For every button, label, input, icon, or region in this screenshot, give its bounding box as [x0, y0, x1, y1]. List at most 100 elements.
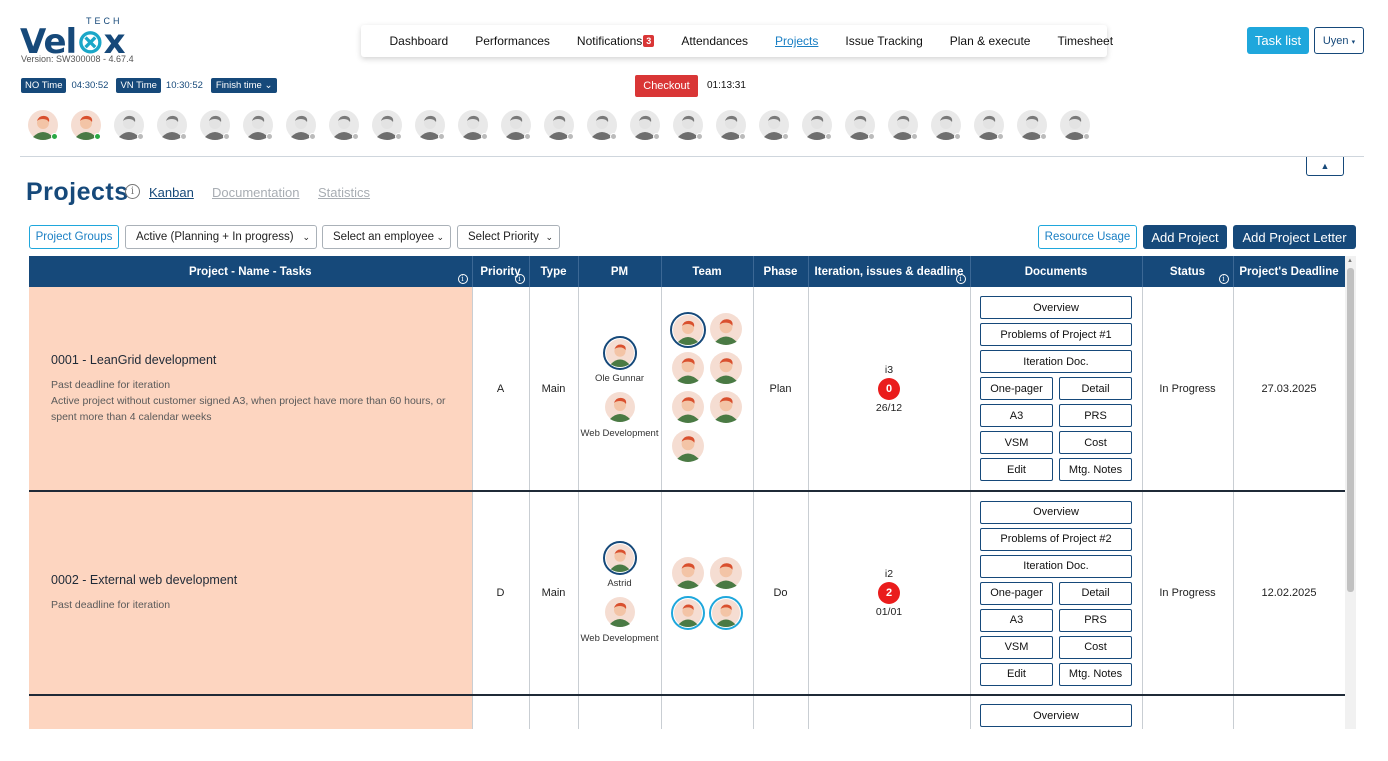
doc-a3-button[interactable]: A3	[980, 608, 1053, 632]
project-name-cell[interactable]: 0001 - LeanGrid development Past deadlin…	[29, 287, 473, 492]
table-row[interactable]: 0002 - External web development Past dea…	[29, 491, 1346, 696]
header-iteration[interactable]: Iteration, issues & deadline i	[808, 256, 971, 287]
scroll-up-icon[interactable]: ▲	[1347, 258, 1353, 264]
employee-avatar[interactable]	[501, 110, 544, 142]
team-member-avatar[interactable]	[672, 391, 704, 426]
checkout-button[interactable]: Checkout	[635, 75, 698, 97]
pm-avatar[interactable]	[602, 540, 637, 575]
tab-statistics[interactable]: Statistics	[318, 185, 371, 200]
nav-issue-tracking[interactable]: Issue Tracking	[845, 34, 923, 48]
header-project-name[interactable]: Project - Name - Tasks i	[29, 256, 473, 287]
team-member-avatar[interactable]	[671, 595, 705, 630]
employee-avatar[interactable]	[716, 110, 759, 142]
header-pm[interactable]: PM	[578, 256, 662, 287]
table-row[interactable]: 0001 - LeanGrid development Past deadlin…	[29, 287, 1346, 492]
issues-count-badge[interactable]: 2	[878, 582, 900, 604]
resource-usage-button[interactable]: Resource Usage	[1038, 225, 1137, 249]
team-member-avatar[interactable]	[709, 595, 743, 630]
employee-avatar[interactable]	[243, 110, 286, 142]
team-member-avatar[interactable]	[672, 556, 704, 592]
finish-time-dropdown[interactable]: Finish time ⌄	[210, 78, 278, 93]
employee-avatar[interactable]	[931, 110, 974, 142]
project-groups-button[interactable]: Project Groups	[29, 225, 119, 249]
info-icon[interactable]: i	[457, 274, 468, 284]
employee-avatar[interactable]	[802, 110, 845, 142]
doc-iteration-button[interactable]: Iteration Doc.	[980, 554, 1132, 578]
team-member-avatar[interactable]	[672, 430, 704, 465]
doc-one-pager-button[interactable]: One-pager	[980, 377, 1053, 400]
tab-kanban[interactable]: Kanban	[149, 185, 194, 200]
projects-table-container[interactable]: Project - Name - Tasks i Priority i Type P…	[29, 256, 1356, 729]
employee-avatar[interactable]	[329, 110, 372, 142]
team-member-avatar[interactable]	[710, 556, 742, 592]
issues-count-badge[interactable]: 0	[878, 377, 900, 400]
user-menu-button[interactable]: Uyen ▾	[1314, 27, 1364, 54]
nav-performances[interactable]: Performances	[475, 34, 550, 48]
add-project-button[interactable]: Add Project	[1143, 225, 1227, 249]
header-type[interactable]: Type	[529, 256, 579, 287]
doc-one-pager-button[interactable]: One-pager	[980, 581, 1053, 605]
doc-a3-button[interactable]: A3	[980, 404, 1053, 427]
doc-problems-button[interactable]: Problems of Project #1	[980, 323, 1132, 346]
employee-avatar[interactable]	[759, 110, 802, 142]
scrollbar-thumb[interactable]	[1347, 268, 1354, 592]
employee-filter-select[interactable]: Select an employee ⌄	[322, 225, 451, 249]
team-member-avatar[interactable]	[672, 352, 704, 387]
employee-avatar[interactable]	[1060, 110, 1103, 142]
doc-vsm-button[interactable]: VSM	[980, 431, 1053, 454]
doc-edit-button[interactable]: Edit	[980, 458, 1053, 481]
employee-avatar[interactable]	[415, 110, 458, 142]
team-member-avatar[interactable]	[710, 312, 742, 348]
employee-avatar[interactable]	[114, 110, 157, 142]
doc-detail-button[interactable]: Detail	[1059, 377, 1132, 400]
employee-avatar[interactable]	[673, 110, 716, 142]
employee-avatar[interactable]	[544, 110, 587, 142]
employee-avatar[interactable]	[974, 110, 1017, 142]
team-member-avatar[interactable]	[670, 312, 706, 348]
doc-overview-button[interactable]: Overview	[980, 500, 1132, 524]
employee-avatar[interactable]	[372, 110, 415, 142]
header-status[interactable]: Status i	[1142, 256, 1234, 287]
doc-prs-button[interactable]: PRS	[1059, 404, 1132, 427]
doc-prs-button[interactable]: PRS	[1059, 608, 1132, 632]
employee-avatar[interactable]	[200, 110, 243, 142]
employee-avatar[interactable]	[630, 110, 673, 142]
nav-dashboard[interactable]: Dashboard	[389, 34, 449, 48]
doc-mtg-notes-button[interactable]: Mtg. Notes	[1059, 458, 1132, 481]
project-name-cell[interactable]: 0002 - External web development Past dea…	[29, 491, 473, 696]
team-member-avatar[interactable]	[710, 391, 742, 426]
priority-filter-select[interactable]: Select Priority ⌄	[457, 225, 560, 249]
info-icon[interactable]: i	[514, 274, 525, 284]
employee-avatar[interactable]	[71, 110, 114, 142]
project-name-cell[interactable]	[29, 695, 473, 729]
employee-avatar[interactable]	[458, 110, 501, 142]
doc-overview-button[interactable]: Overview	[980, 704, 1132, 727]
project-title[interactable]: 0002 - External web development	[51, 573, 238, 587]
employee-avatar[interactable]	[1017, 110, 1060, 142]
project-title[interactable]: 0001 - LeanGrid development	[51, 352, 217, 367]
team-member-avatar[interactable]	[710, 352, 742, 387]
header-priority[interactable]: Priority i	[472, 256, 530, 287]
header-team[interactable]: Team	[661, 256, 754, 287]
nav-timesheet[interactable]: Timesheet	[1057, 34, 1114, 48]
doc-overview-button[interactable]: Overview	[980, 296, 1132, 319]
header-deadline[interactable]: Project's Deadline	[1233, 256, 1346, 287]
doc-problems-button[interactable]: Problems of Project #2	[980, 527, 1132, 551]
employee-avatar[interactable]	[845, 110, 888, 142]
velox-logo[interactable]: TECH Vel⊗x	[20, 14, 140, 64]
employee-avatar[interactable]	[286, 110, 329, 142]
doc-mtg-notes-button[interactable]: Mtg. Notes	[1059, 662, 1132, 686]
table-scrollbar[interactable]: ▲	[1345, 256, 1356, 729]
status-filter-select[interactable]: Active (Planning + In progress) ⌄	[125, 225, 317, 249]
doc-cost-button[interactable]: Cost	[1059, 431, 1132, 454]
nav-plan-execute[interactable]: Plan & execute	[949, 34, 1031, 48]
header-phase[interactable]: Phase	[753, 256, 809, 287]
nav-projects[interactable]: Projects	[775, 34, 819, 48]
pm-avatar[interactable]	[602, 336, 637, 370]
info-icon[interactable]: i	[955, 274, 966, 284]
doc-detail-button[interactable]: Detail	[1059, 581, 1132, 605]
info-icon[interactable]: i	[1218, 274, 1229, 284]
header-documents[interactable]: Documents	[970, 256, 1143, 287]
table-row[interactable]: Overview	[29, 695, 1346, 729]
employee-avatar[interactable]	[157, 110, 200, 142]
